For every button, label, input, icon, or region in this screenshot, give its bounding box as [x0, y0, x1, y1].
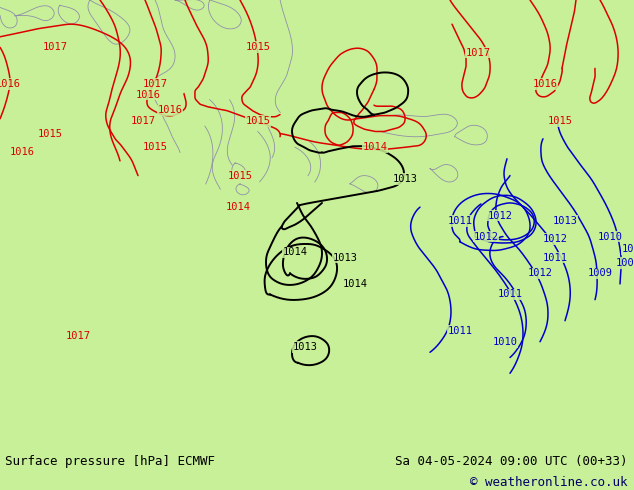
- Text: 1015: 1015: [245, 42, 271, 52]
- Text: 1015: 1015: [548, 116, 573, 126]
- Text: 1016: 1016: [0, 79, 20, 89]
- Text: 1012: 1012: [543, 234, 567, 244]
- Text: 1010: 1010: [597, 232, 623, 242]
- Text: 1016: 1016: [136, 90, 160, 99]
- Text: © weatheronline.co.uk: © weatheronline.co.uk: [470, 476, 628, 489]
- Text: 1014: 1014: [226, 202, 250, 212]
- Text: 1016: 1016: [10, 147, 34, 157]
- Text: 1013: 1013: [552, 216, 578, 226]
- Text: Surface pressure [hPa] ECMWF: Surface pressure [hPa] ECMWF: [5, 456, 215, 468]
- Text: 1009: 1009: [588, 269, 612, 278]
- Text: 1011: 1011: [448, 326, 472, 336]
- Text: 1016: 1016: [157, 105, 183, 116]
- Text: 1017: 1017: [465, 48, 491, 57]
- Text: 1012: 1012: [474, 232, 498, 242]
- Text: 1017: 1017: [131, 116, 155, 126]
- Text: 1016: 1016: [533, 79, 557, 89]
- Text: 1017: 1017: [143, 79, 167, 89]
- Text: 1007: 1007: [621, 244, 634, 254]
- Text: 1013: 1013: [332, 253, 358, 263]
- Text: 1010: 1010: [493, 337, 517, 347]
- Text: 1015: 1015: [228, 171, 252, 181]
- Text: 1017: 1017: [65, 331, 91, 342]
- Text: 1014: 1014: [283, 247, 307, 257]
- Text: Sa 04-05-2024 09:00 UTC (00+33): Sa 04-05-2024 09:00 UTC (00+33): [395, 456, 628, 468]
- Text: 1008: 1008: [616, 258, 634, 268]
- Text: 1011: 1011: [543, 253, 567, 263]
- Text: 1015: 1015: [37, 128, 63, 139]
- Text: 1014: 1014: [363, 142, 387, 152]
- Text: 1014: 1014: [342, 279, 368, 289]
- Text: 1012: 1012: [527, 269, 552, 278]
- Text: 1011: 1011: [498, 290, 522, 299]
- Text: 1013: 1013: [392, 174, 418, 184]
- Text: 1011: 1011: [448, 216, 472, 226]
- Text: 1015: 1015: [143, 142, 167, 152]
- Text: 1012: 1012: [488, 211, 512, 220]
- Text: 1017: 1017: [42, 42, 67, 52]
- Text: 1013: 1013: [292, 342, 318, 352]
- Text: 1015: 1015: [245, 116, 271, 126]
